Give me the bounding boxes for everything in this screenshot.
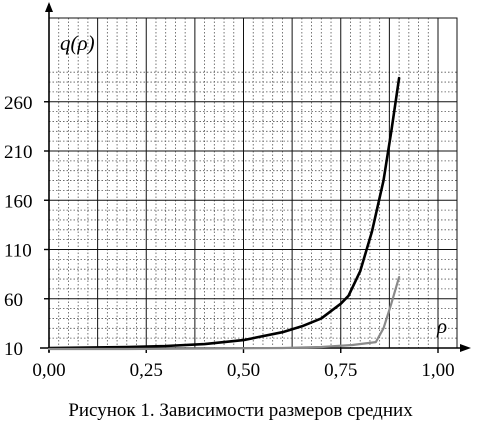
- x-axis-arrow: [460, 344, 471, 352]
- series-line-black: [47, 76, 401, 350]
- tick-labels: 10 60 110 160 210 260 0,00 0,25 0,50 0,75 1,00: [4, 93, 455, 381]
- y-tick-label: 60: [4, 290, 23, 311]
- x-tick-label: 1,00: [421, 360, 454, 381]
- y-tick-label: 10: [4, 339, 23, 360]
- y-tick-label: 210: [4, 142, 33, 163]
- series-line-gray: [47, 276, 401, 351]
- x-tick-label: 0,50: [227, 360, 260, 381]
- x-axis-label: ρ: [436, 314, 447, 338]
- figure-caption: Рисунок 1. Зависимости размеров средних: [68, 400, 413, 421]
- x-tick-label: 0,75: [324, 360, 357, 381]
- axes: [40, 2, 471, 353]
- major-grid: [49, 18, 457, 348]
- y-tick-label: 260: [4, 93, 33, 114]
- series-lines: [47, 76, 401, 351]
- x-tick-label: 0,25: [130, 360, 163, 381]
- y-axis-arrow: [45, 2, 53, 12]
- x-tick-label: 0,00: [32, 360, 65, 381]
- y-axis-label: q(ρ): [60, 31, 95, 55]
- y-tick-label: 110: [4, 241, 32, 262]
- y-tick-label: 160: [4, 191, 33, 212]
